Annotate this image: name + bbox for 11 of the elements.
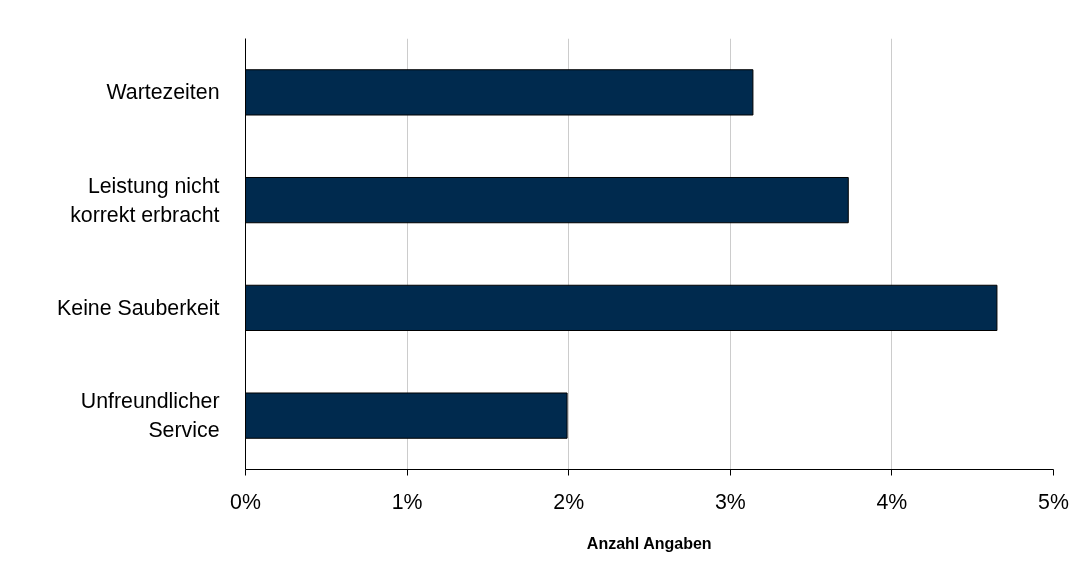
y-tick-label: Wartezeiten xyxy=(106,80,220,105)
x-tick-label: 2% xyxy=(553,489,585,514)
x-tick-label: 4% xyxy=(876,489,908,514)
y-tick-label: Keine Sauberkeit xyxy=(57,295,220,320)
y-tick-label: Leistung nicht korrekt erbracht xyxy=(70,173,220,227)
x-tick-label: 5% xyxy=(1038,489,1069,514)
x-tick-label: 0% xyxy=(230,489,261,514)
x-axis-title: Anzahl Angaben xyxy=(586,534,712,552)
y-tick-label: Unfreundlicher Service xyxy=(80,389,220,443)
x-tick-label: 3% xyxy=(714,489,746,514)
x-tick-label: 1% xyxy=(391,489,423,514)
